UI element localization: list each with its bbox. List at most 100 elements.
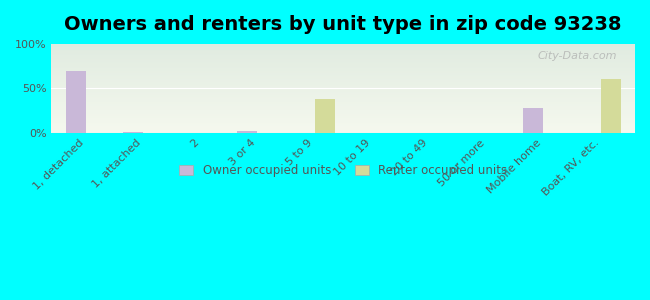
Bar	[51, 126, 635, 127]
Bar	[601, 80, 621, 133]
Bar	[51, 47, 635, 48]
Bar	[51, 46, 635, 47]
Bar	[51, 96, 635, 97]
Text: City-Data.com: City-Data.com	[538, 51, 617, 61]
Bar	[523, 108, 543, 133]
Bar	[51, 127, 635, 128]
Bar	[51, 100, 635, 101]
Bar	[51, 77, 635, 78]
Bar	[51, 58, 635, 59]
Bar	[51, 118, 635, 119]
Bar	[51, 125, 635, 126]
Bar	[315, 99, 335, 133]
Bar	[51, 62, 635, 63]
Bar	[51, 105, 635, 106]
Bar	[51, 61, 635, 62]
Bar	[51, 69, 635, 70]
Bar	[51, 68, 635, 69]
Bar	[51, 88, 635, 89]
Bar	[51, 81, 635, 82]
Bar	[51, 60, 635, 61]
Bar	[51, 103, 635, 104]
Bar	[51, 102, 635, 103]
Bar	[51, 111, 635, 112]
Bar	[237, 131, 257, 133]
Bar	[51, 66, 635, 67]
Bar	[51, 76, 635, 77]
Bar	[51, 114, 635, 115]
Bar	[51, 56, 635, 57]
Bar	[51, 121, 635, 122]
Bar	[51, 80, 635, 81]
Bar	[51, 87, 635, 88]
Bar	[51, 71, 635, 72]
Bar	[51, 44, 635, 45]
Bar	[51, 94, 635, 95]
Bar	[51, 101, 635, 102]
Bar	[51, 48, 635, 49]
Bar	[51, 86, 635, 87]
Bar	[51, 67, 635, 68]
Bar	[51, 109, 635, 110]
Bar	[51, 64, 635, 65]
Bar	[51, 70, 635, 71]
Bar	[51, 55, 635, 56]
Bar	[51, 123, 635, 124]
Bar	[51, 78, 635, 79]
Bar	[51, 74, 635, 75]
Bar	[51, 85, 635, 86]
Bar	[51, 54, 635, 55]
Bar	[51, 50, 635, 51]
Bar	[51, 59, 635, 60]
Title: Owners and renters by unit type in zip code 93238: Owners and renters by unit type in zip c…	[64, 15, 622, 34]
Bar	[51, 97, 635, 98]
Bar	[51, 95, 635, 96]
Bar	[51, 107, 635, 108]
Bar	[51, 115, 635, 116]
Bar	[51, 63, 635, 64]
Bar	[51, 73, 635, 74]
Bar	[51, 104, 635, 105]
Bar	[51, 52, 635, 53]
Bar	[51, 118, 635, 119]
Bar	[51, 75, 635, 76]
Bar	[66, 70, 86, 133]
Bar	[51, 119, 635, 120]
Bar	[51, 45, 635, 46]
Bar	[51, 129, 635, 130]
Bar	[51, 53, 635, 54]
Bar	[51, 113, 635, 114]
Bar	[51, 91, 635, 92]
Bar	[51, 49, 635, 50]
Bar	[51, 79, 635, 80]
Bar	[51, 51, 635, 52]
Bar	[51, 65, 635, 66]
Bar	[51, 112, 635, 113]
Bar	[51, 131, 635, 132]
Bar	[51, 90, 635, 91]
Bar	[51, 120, 635, 121]
Bar	[51, 128, 635, 129]
Bar	[51, 93, 635, 94]
Bar	[51, 122, 635, 123]
Bar	[51, 98, 635, 99]
Bar	[51, 110, 635, 111]
Bar	[51, 124, 635, 125]
Legend: Owner occupied units, Renter occupied units: Owner occupied units, Renter occupied un…	[174, 159, 512, 182]
Bar	[123, 132, 143, 133]
Bar	[51, 92, 635, 93]
Bar	[51, 89, 635, 90]
Bar	[51, 108, 635, 109]
Bar	[51, 61, 635, 62]
Bar	[51, 106, 635, 107]
Bar	[51, 117, 635, 118]
Bar	[51, 99, 635, 100]
Bar	[51, 82, 635, 83]
Bar	[51, 83, 635, 84]
Bar	[51, 116, 635, 117]
Bar	[51, 57, 635, 58]
Bar	[51, 85, 635, 86]
Bar	[51, 84, 635, 85]
Bar	[51, 130, 635, 131]
Bar	[51, 132, 635, 133]
